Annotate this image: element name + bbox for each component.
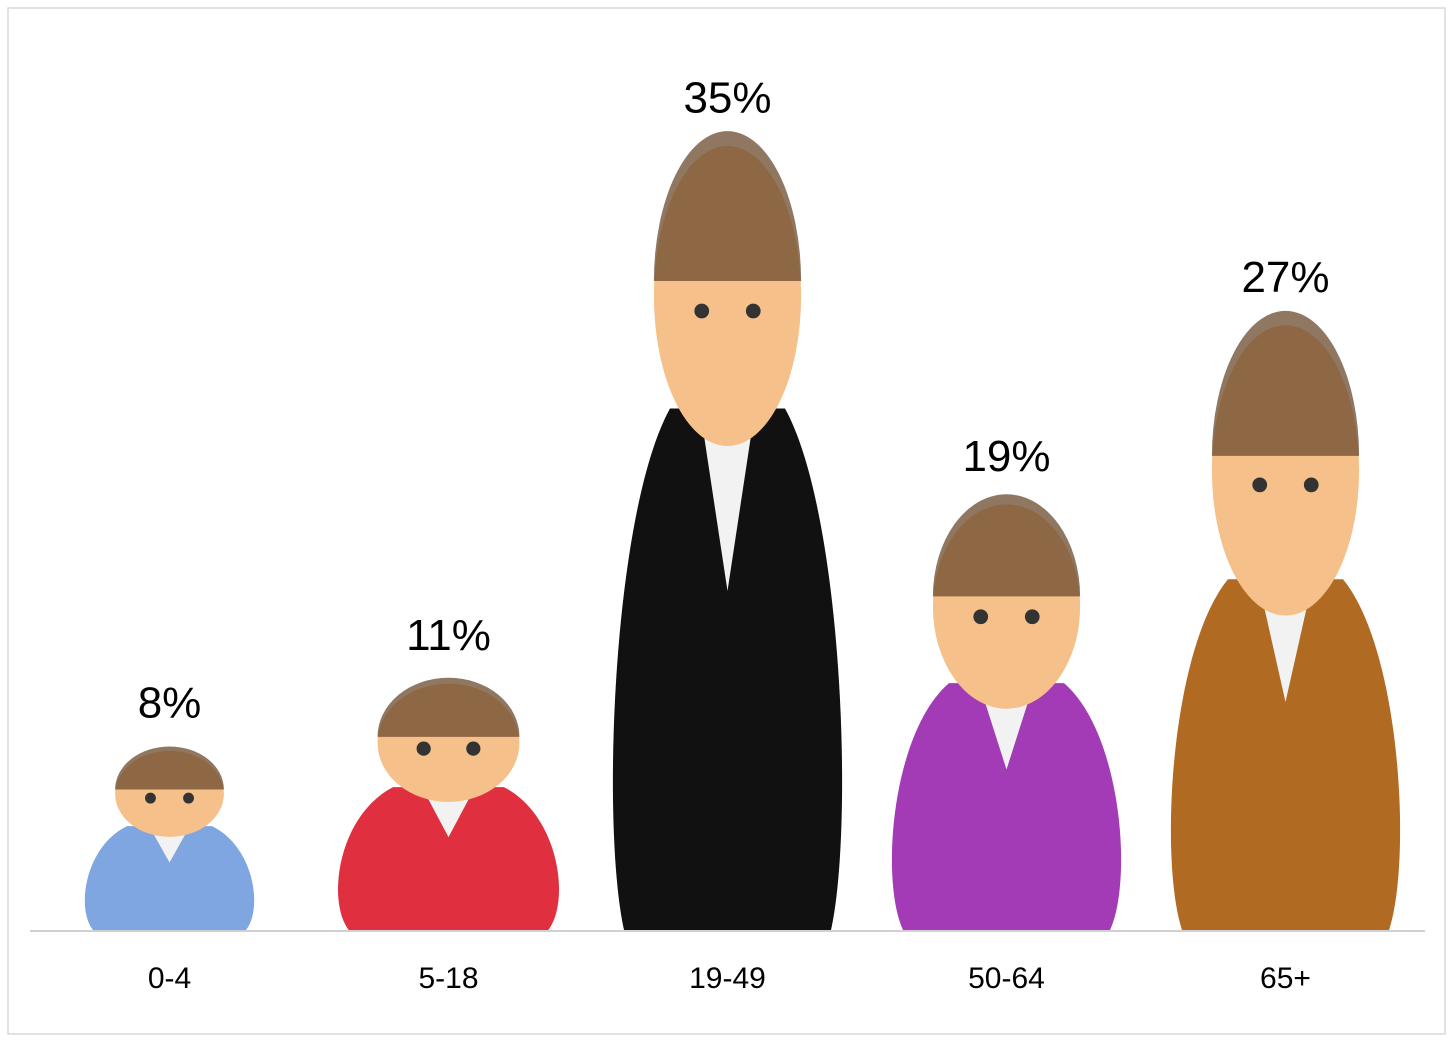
figure-body bbox=[1170, 579, 1401, 930]
figure-body bbox=[337, 787, 560, 930]
pictograph-figure bbox=[612, 131, 843, 930]
figure-hair bbox=[1211, 310, 1360, 456]
x-tick-label: 19-49 bbox=[689, 962, 766, 995]
figure-hair bbox=[653, 131, 802, 281]
figure-hair bbox=[115, 746, 224, 790]
figure-eye bbox=[466, 741, 481, 756]
figure-eye bbox=[745, 303, 761, 319]
figure-body bbox=[84, 826, 255, 930]
figure-eye bbox=[1303, 477, 1319, 493]
x-tick-label: 0-4 bbox=[148, 962, 191, 995]
x-tick-label: 5-18 bbox=[418, 962, 478, 995]
x-tick-label: 65+ bbox=[1260, 962, 1311, 995]
figure-eye bbox=[1252, 477, 1268, 493]
figure-eye bbox=[416, 741, 431, 756]
pictograph-figure bbox=[891, 494, 1122, 930]
figure-eye bbox=[145, 792, 156, 804]
value-label: 27% bbox=[1241, 253, 1329, 302]
pictograph-figure bbox=[337, 677, 560, 930]
value-label: 35% bbox=[683, 74, 771, 123]
figure-eye bbox=[973, 609, 989, 625]
figure-body bbox=[891, 683, 1122, 930]
value-label: 11% bbox=[406, 611, 491, 660]
figure-collar bbox=[699, 408, 756, 592]
figure-body bbox=[612, 408, 843, 930]
value-label: 8% bbox=[138, 678, 202, 727]
figure-eye bbox=[183, 792, 194, 804]
figure-eye bbox=[1024, 609, 1040, 625]
pictograph-figure bbox=[84, 746, 255, 930]
value-label: 19% bbox=[962, 432, 1050, 481]
x-tick-label: 50-64 bbox=[968, 962, 1045, 995]
figure-eye bbox=[694, 303, 710, 319]
figure-hair bbox=[377, 677, 520, 737]
pictograph-figure bbox=[1170, 310, 1401, 930]
figure-hair bbox=[932, 494, 1081, 597]
